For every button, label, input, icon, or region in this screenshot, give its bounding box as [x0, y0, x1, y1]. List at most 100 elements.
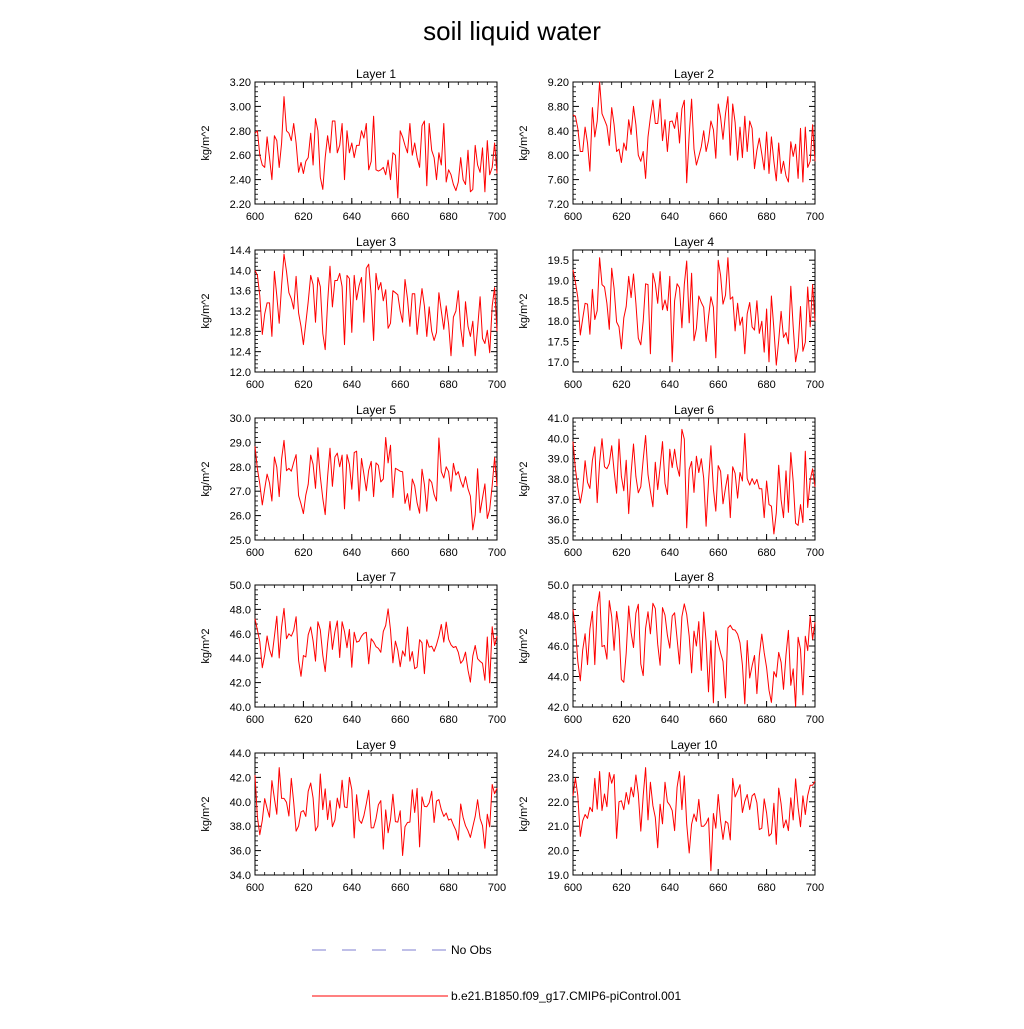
series-line — [254, 607, 498, 684]
y-tick-label: 17.0 — [548, 357, 569, 369]
y-tick-label: 3.20 — [230, 77, 251, 89]
y-tick-label: 22.0 — [548, 797, 569, 809]
plot-frame — [254, 81, 498, 205]
plot-frame — [572, 249, 816, 373]
y-axis-label: kg/m^2 — [200, 796, 212, 831]
y-tick-label: 37.0 — [548, 494, 569, 506]
legend-model-label: b.e21.B1850.f09_g17.CMIP6-piControl.001 — [451, 989, 681, 1003]
x-tick-label: 640 — [661, 882, 679, 894]
x-tick-label: 600 — [246, 882, 264, 894]
panel-layer-8: Layer 8 600 620 640 660 680 700 42.0 44.0 46.0 48.… — [518, 570, 824, 726]
y-tick-label: 24.0 — [548, 748, 569, 760]
x-tick-label: 620 — [294, 211, 312, 223]
y-tick-label: 20.0 — [548, 846, 569, 858]
x-tick-label: 620 — [612, 211, 630, 223]
x-tick-label: 600 — [564, 714, 582, 726]
panel-layer-5: Layer 5 600 620 640 660 680 700 25.0 26.0 27.0 28.… — [200, 403, 506, 559]
x-tick-label: 640 — [343, 547, 361, 559]
y-tick-label: 38.0 — [230, 821, 251, 833]
x-tick-label: 620 — [294, 379, 312, 391]
series-line — [254, 767, 498, 856]
y-tick-label: 19.0 — [548, 276, 569, 288]
x-tick-label: 640 — [661, 714, 679, 726]
y-tick-label: 2.60 — [230, 150, 251, 162]
figure-title: soil liquid water — [423, 16, 601, 46]
y-axis-label: kg/m^2 — [518, 628, 530, 663]
x-tick-label: 640 — [343, 379, 361, 391]
plot-frame — [572, 81, 816, 205]
panel-title: Layer 9 — [356, 738, 396, 752]
x-tick-label: 680 — [757, 379, 775, 391]
y-tick-label: 46.0 — [548, 641, 569, 653]
x-tick-label: 640 — [343, 714, 361, 726]
y-tick-label: 50.0 — [230, 580, 251, 592]
x-tick-label: 700 — [488, 379, 506, 391]
x-tick-label: 680 — [439, 379, 457, 391]
y-tick-label: 26.0 — [230, 511, 251, 523]
y-tick-label: 14.4 — [230, 245, 251, 257]
x-tick-label: 660 — [709, 547, 727, 559]
y-tick-label: 46.0 — [230, 629, 251, 641]
x-tick-label: 620 — [294, 882, 312, 894]
y-tick-label: 18.5 — [548, 296, 569, 308]
panel-layer-2: Layer 2 600 620 640 660 680 700 7.20 7.60 8.00 8.4… — [518, 67, 824, 223]
y-tick-label: 12.0 — [230, 367, 251, 379]
y-tick-label: 19.0 — [548, 870, 569, 882]
x-tick-label: 620 — [294, 547, 312, 559]
series-line — [572, 591, 816, 707]
series-line — [254, 96, 498, 199]
y-tick-label: 2.80 — [230, 126, 251, 138]
x-tick-label: 700 — [488, 547, 506, 559]
panel-title: Layer 8 — [674, 570, 714, 584]
y-axis-label: kg/m^2 — [518, 796, 530, 831]
series-line — [572, 257, 816, 366]
y-tick-label: 21.0 — [548, 821, 569, 833]
x-tick-label: 640 — [661, 547, 679, 559]
x-tick-label: 680 — [439, 882, 457, 894]
y-tick-label: 41.0 — [548, 413, 569, 425]
panels: Layer 1 600 620 640 660 680 700 2.20 2.40 2.60 2.8… — [200, 67, 824, 894]
plot-frame — [254, 249, 498, 373]
plot-frame — [572, 417, 816, 541]
y-tick-label: 27.0 — [230, 486, 251, 498]
plot-frame — [254, 417, 498, 541]
x-tick-label: 620 — [294, 714, 312, 726]
y-tick-label: 9.20 — [548, 77, 569, 89]
x-tick-label: 660 — [391, 379, 409, 391]
panel-title: Layer 2 — [674, 67, 714, 81]
x-tick-label: 660 — [709, 211, 727, 223]
legend: No Obs b.e21.B1850.f09_g17.CMIP6-piContr… — [312, 943, 681, 1003]
x-tick-label: 700 — [488, 882, 506, 894]
series-line — [572, 767, 816, 872]
panel-title: Layer 5 — [356, 403, 396, 417]
y-tick-label: 8.80 — [548, 101, 569, 113]
y-tick-label: 36.0 — [548, 515, 569, 527]
panel-layer-9: Layer 9 600 620 640 660 680 700 34.0 36.0 38.0 40.… — [200, 738, 506, 894]
panel-title: Layer 7 — [356, 570, 396, 584]
y-tick-label: 29.0 — [230, 437, 251, 449]
x-tick-label: 700 — [488, 211, 506, 223]
y-tick-label: 17.5 — [548, 337, 569, 349]
y-tick-label: 40.0 — [230, 797, 251, 809]
y-tick-label: 13.2 — [230, 306, 251, 318]
y-tick-label: 36.0 — [230, 846, 251, 858]
x-tick-label: 620 — [612, 714, 630, 726]
x-tick-label: 660 — [391, 547, 409, 559]
y-tick-label: 7.60 — [548, 175, 569, 187]
x-tick-label: 600 — [246, 547, 264, 559]
y-axis-label: kg/m^2 — [518, 293, 530, 328]
y-tick-label: 28.0 — [230, 462, 251, 474]
y-tick-label: 2.20 — [230, 199, 251, 211]
y-axis-label: kg/m^2 — [200, 461, 212, 496]
y-tick-label: 42.0 — [548, 702, 569, 714]
y-tick-label: 13.6 — [230, 286, 251, 298]
x-tick-label: 700 — [806, 379, 824, 391]
x-tick-label: 680 — [757, 547, 775, 559]
panel-layer-4: Layer 4 600 620 640 660 680 700 17.0 17.5 18.0 18.… — [518, 235, 824, 391]
panel-layer-1: Layer 1 600 620 640 660 680 700 2.20 2.40 2.60 2.8… — [200, 67, 506, 223]
y-tick-label: 12.8 — [230, 326, 251, 338]
x-tick-label: 600 — [246, 379, 264, 391]
y-tick-label: 12.4 — [230, 347, 251, 359]
